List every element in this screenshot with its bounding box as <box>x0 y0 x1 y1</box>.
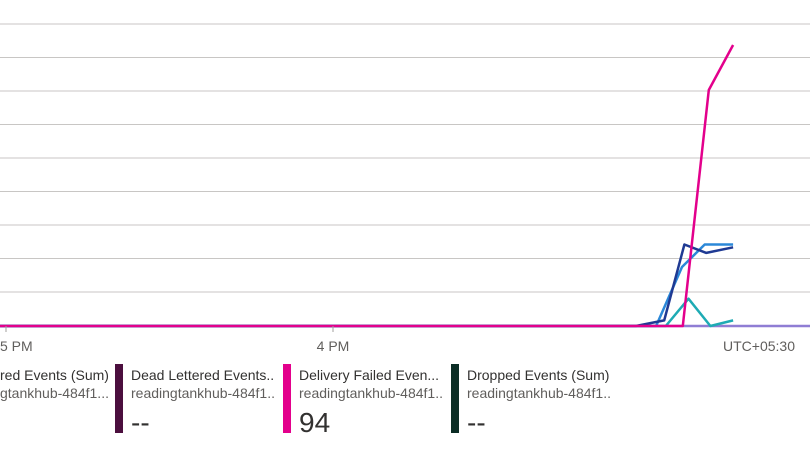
legend: red Events (Sum) gtankhub-484f1... Dead … <box>0 362 810 442</box>
series-line-matched-events-sum[interactable] <box>0 243 734 328</box>
legend-item-name: red Events (Sum) <box>0 367 109 383</box>
legend-color-bar <box>115 364 123 433</box>
x-tick-label: 4 PM <box>317 338 350 354</box>
x-axis: 5 PM 4 PM UTC+05:30 <box>0 326 795 354</box>
legend-item-value: 94 <box>299 407 331 434</box>
legend-item-resource: readingtankhub-484f1... <box>131 385 275 401</box>
series-line-delivery-failed-events-sum[interactable] <box>0 44 735 328</box>
line-chart: 5 PM 4 PM UTC+05:30 <box>0 23 810 354</box>
legend-item-dropped[interactable]: Dropped Events (Sum) readingtankhub-484f… <box>451 362 611 434</box>
legend-item-delivery-failed[interactable]: Delivery Failed Even... readingtankhub-4… <box>283 362 443 434</box>
legend-item-name: Dead Lettered Events... <box>131 367 275 383</box>
legend-item-resource: readingtankhub-484f1... <box>467 385 611 401</box>
series-lines <box>0 44 810 328</box>
legend-item-delivered[interactable]: red Events (Sum) gtankhub-484f1... <box>0 362 110 434</box>
legend-item-resource: gtankhub-484f1... <box>0 385 109 401</box>
legend-item-dead-lettered[interactable]: Dead Lettered Events... readingtankhub-4… <box>115 362 275 434</box>
series-line-publish-succeeded-sum[interactable] <box>0 297 734 328</box>
legend-item-resource: readingtankhub-484f1... <box>299 385 443 401</box>
x-tick-label: 5 PM <box>0 338 33 354</box>
legend-color-bar <box>451 364 459 433</box>
x-tick-label: UTC+05:30 <box>723 338 795 354</box>
legend-item-value: -- <box>467 407 486 434</box>
legend-item-value: -- <box>131 407 150 434</box>
legend-item-name: Delivery Failed Even... <box>299 367 440 383</box>
legend-color-bar <box>283 364 291 433</box>
legend-item-name: Dropped Events (Sum) <box>467 367 610 383</box>
series-line-delivered-events-sum[interactable] <box>0 243 734 328</box>
